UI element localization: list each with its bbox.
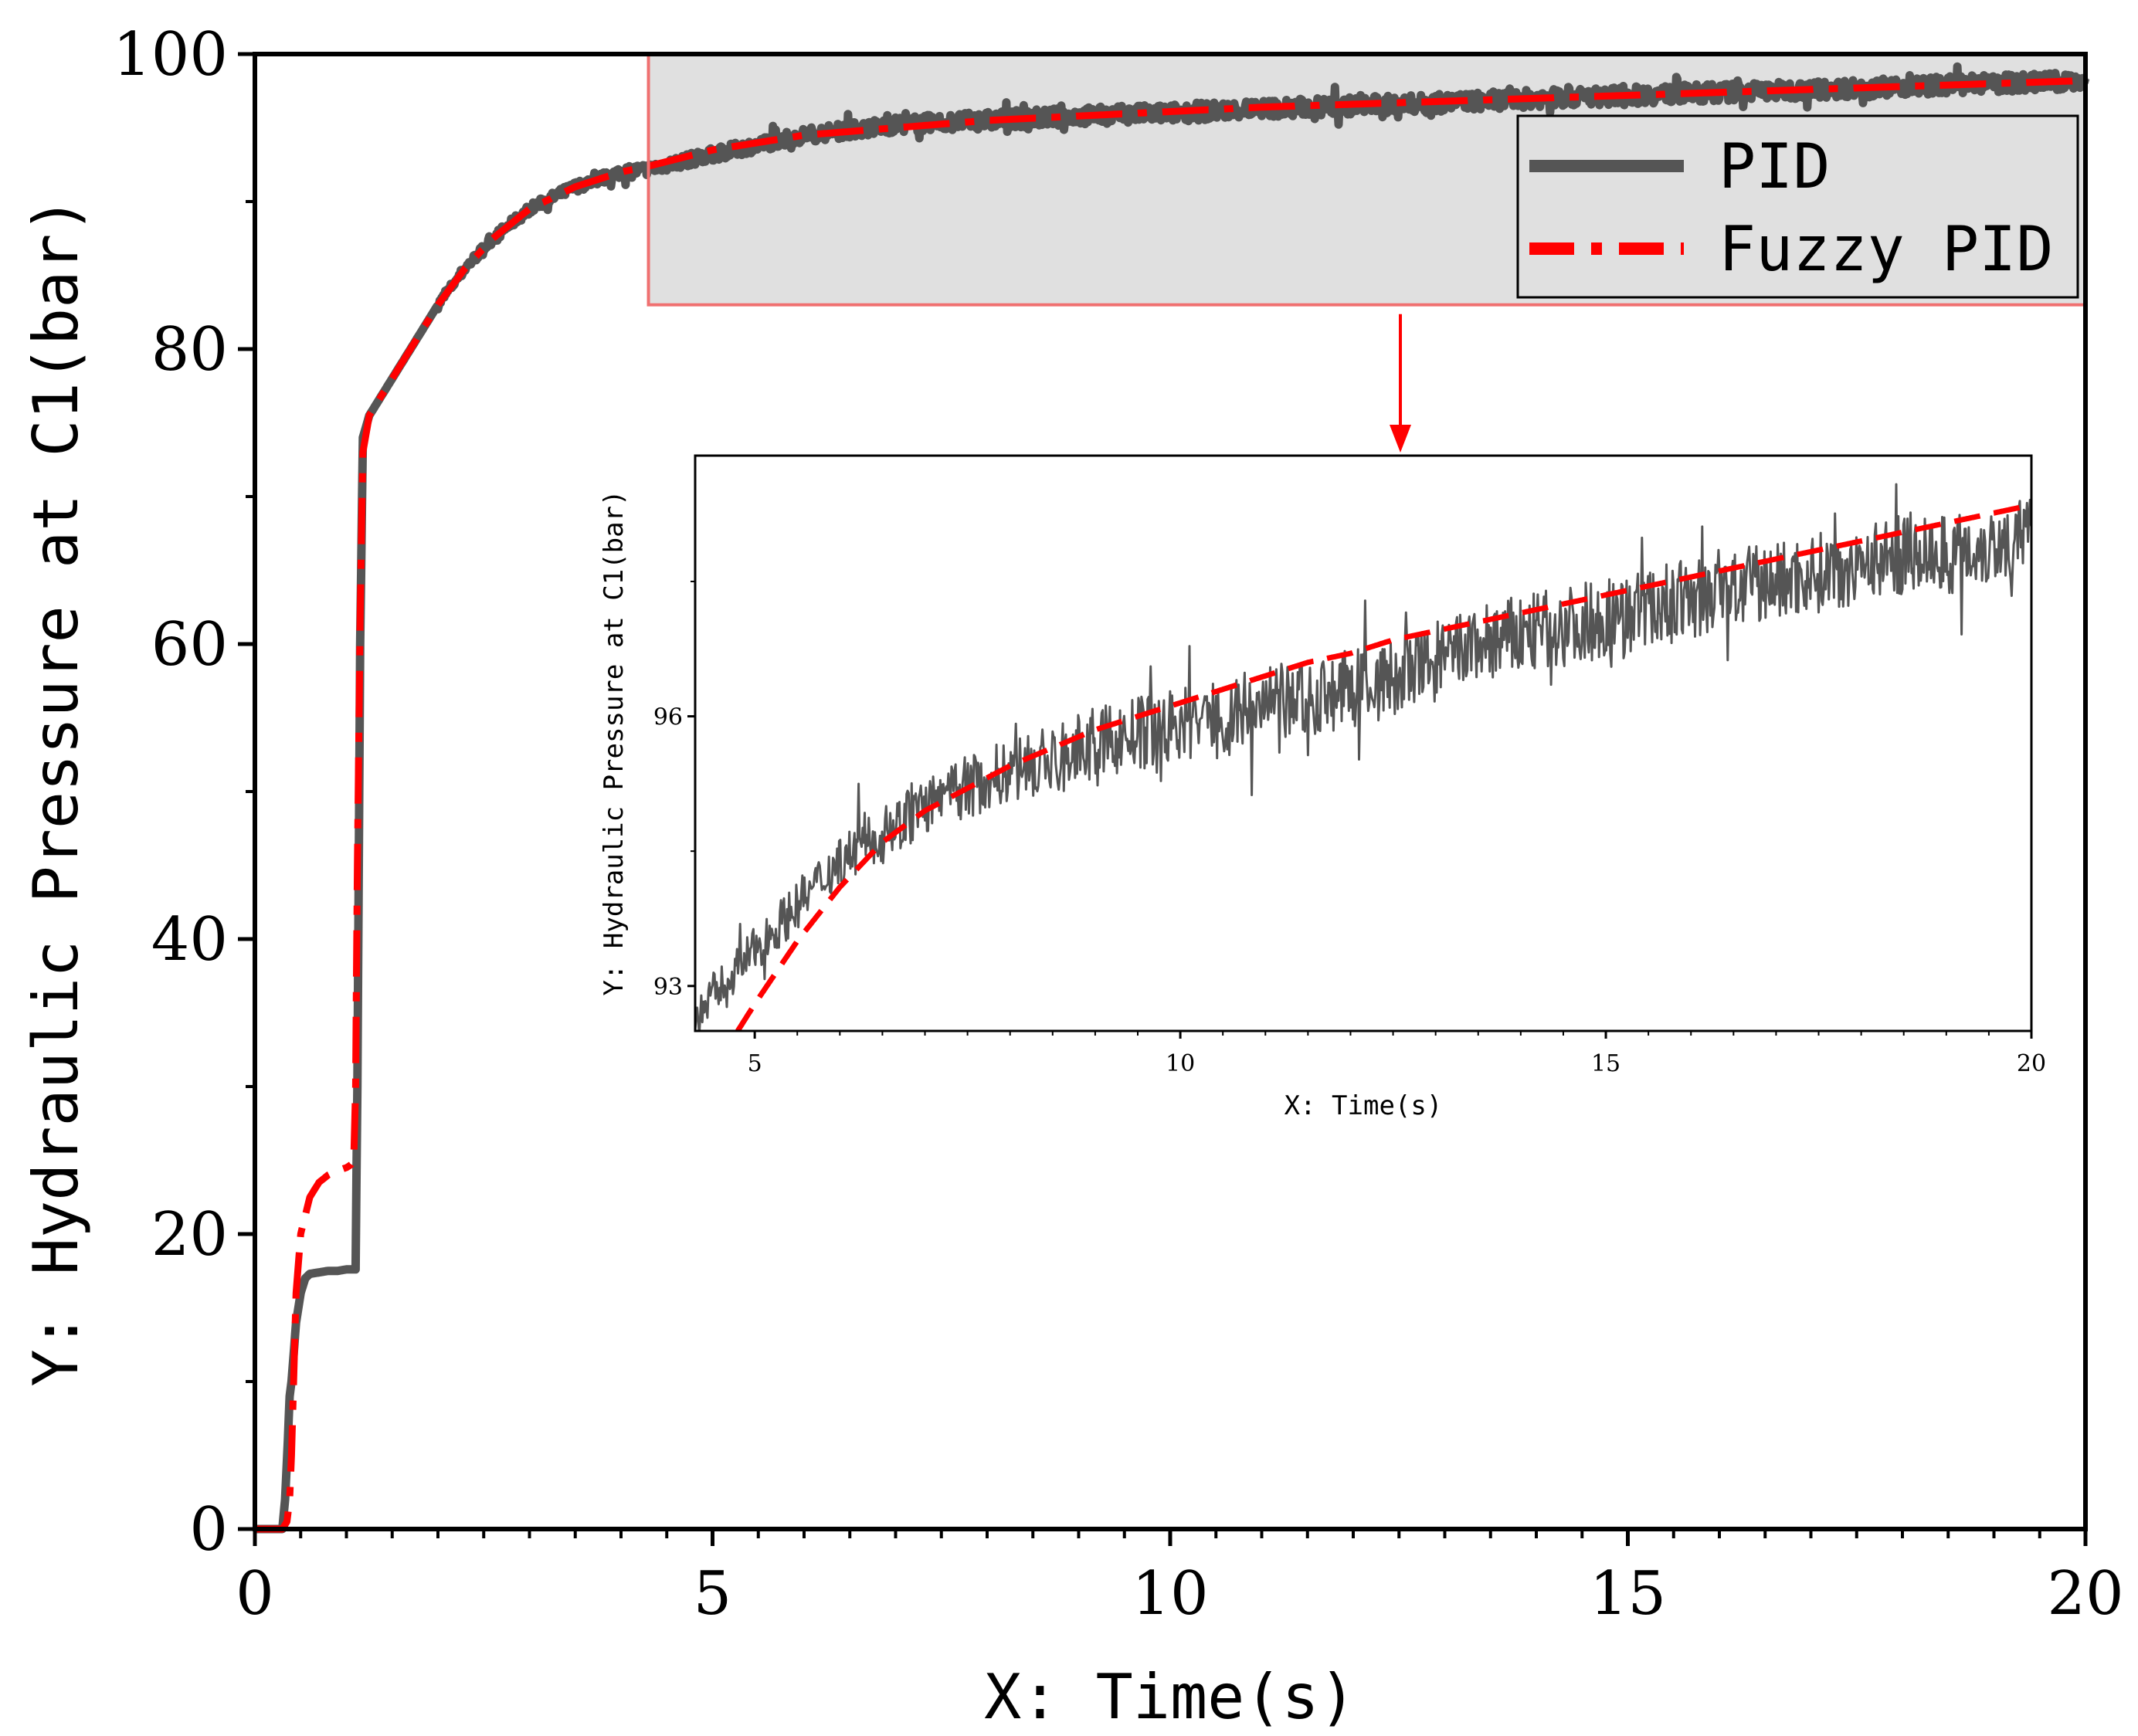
inset-plot-series xyxy=(695,483,2031,1031)
inset-x-tick-label: 20 xyxy=(2017,1050,2046,1077)
inset-x-axis-label: X: Time(s) xyxy=(1284,1090,1443,1121)
inset-y-tick-label: 96 xyxy=(653,704,683,731)
main-x-axis-label: X: Time(s) xyxy=(984,1661,1356,1733)
main-x-tick-label: 15 xyxy=(1590,1559,1666,1629)
inset-x-ticks: 5 10 15 20 xyxy=(748,1031,2046,1077)
main-y-axis-label: Y: Hydraulic Pressure at C1(bar) xyxy=(20,196,92,1386)
inset-x-tick-label: 15 xyxy=(1591,1050,1620,1077)
inset-y-tick-label: 93 xyxy=(653,974,683,1001)
inset-x-tick-label: 5 xyxy=(748,1050,762,1077)
zoom-arrow-head xyxy=(1390,425,1411,453)
inset-chart: 5 10 15 20 93 96 X: Time(s) Y: Hydraulic Pre… xyxy=(599,454,2046,1121)
main-y-tick-label: 80 xyxy=(151,315,228,385)
main-plot-series xyxy=(251,62,2090,1534)
inset-series-fuzzy-pid-line xyxy=(735,502,2031,1031)
main-x-tick-label: 0 xyxy=(236,1559,274,1629)
main-y-tick-label: 0 xyxy=(189,1495,228,1565)
inset-plot-frame xyxy=(694,454,2033,1032)
legend-fuzzy-pid-label: Fuzzy PID xyxy=(1719,213,2053,285)
inset-background xyxy=(695,456,2031,1031)
inset-y-ticks: 93 96 xyxy=(653,580,695,1001)
main-x-tick-label: 10 xyxy=(1132,1559,1208,1629)
legend-pid-label: PID xyxy=(1719,131,1831,202)
main-series-fuzzy-pid-line xyxy=(252,76,2089,1533)
main-x-tick-label: 5 xyxy=(694,1559,732,1629)
inset-y-axis-label: Y: Hydraulic Pressure at C1(bar) xyxy=(599,490,630,995)
inset-series-pid-line xyxy=(695,483,2031,1031)
main-y-tick-label: 100 xyxy=(113,20,228,90)
legend: PID Fuzzy PID xyxy=(1516,114,2079,299)
legend-box xyxy=(1516,114,2079,299)
main-x-ticks: 0 5 10 15 20 xyxy=(236,1529,2124,1629)
main-y-tick-label: 20 xyxy=(151,1200,228,1270)
main-y-tick-label: 40 xyxy=(151,905,228,975)
main-y-tick-label: 60 xyxy=(151,610,228,680)
main-x-tick-label: 20 xyxy=(2047,1559,2123,1629)
inset-x-tick-label: 10 xyxy=(1166,1050,1195,1077)
main-y-ticks: 0 20 40 60 80 100 xyxy=(113,20,255,1565)
